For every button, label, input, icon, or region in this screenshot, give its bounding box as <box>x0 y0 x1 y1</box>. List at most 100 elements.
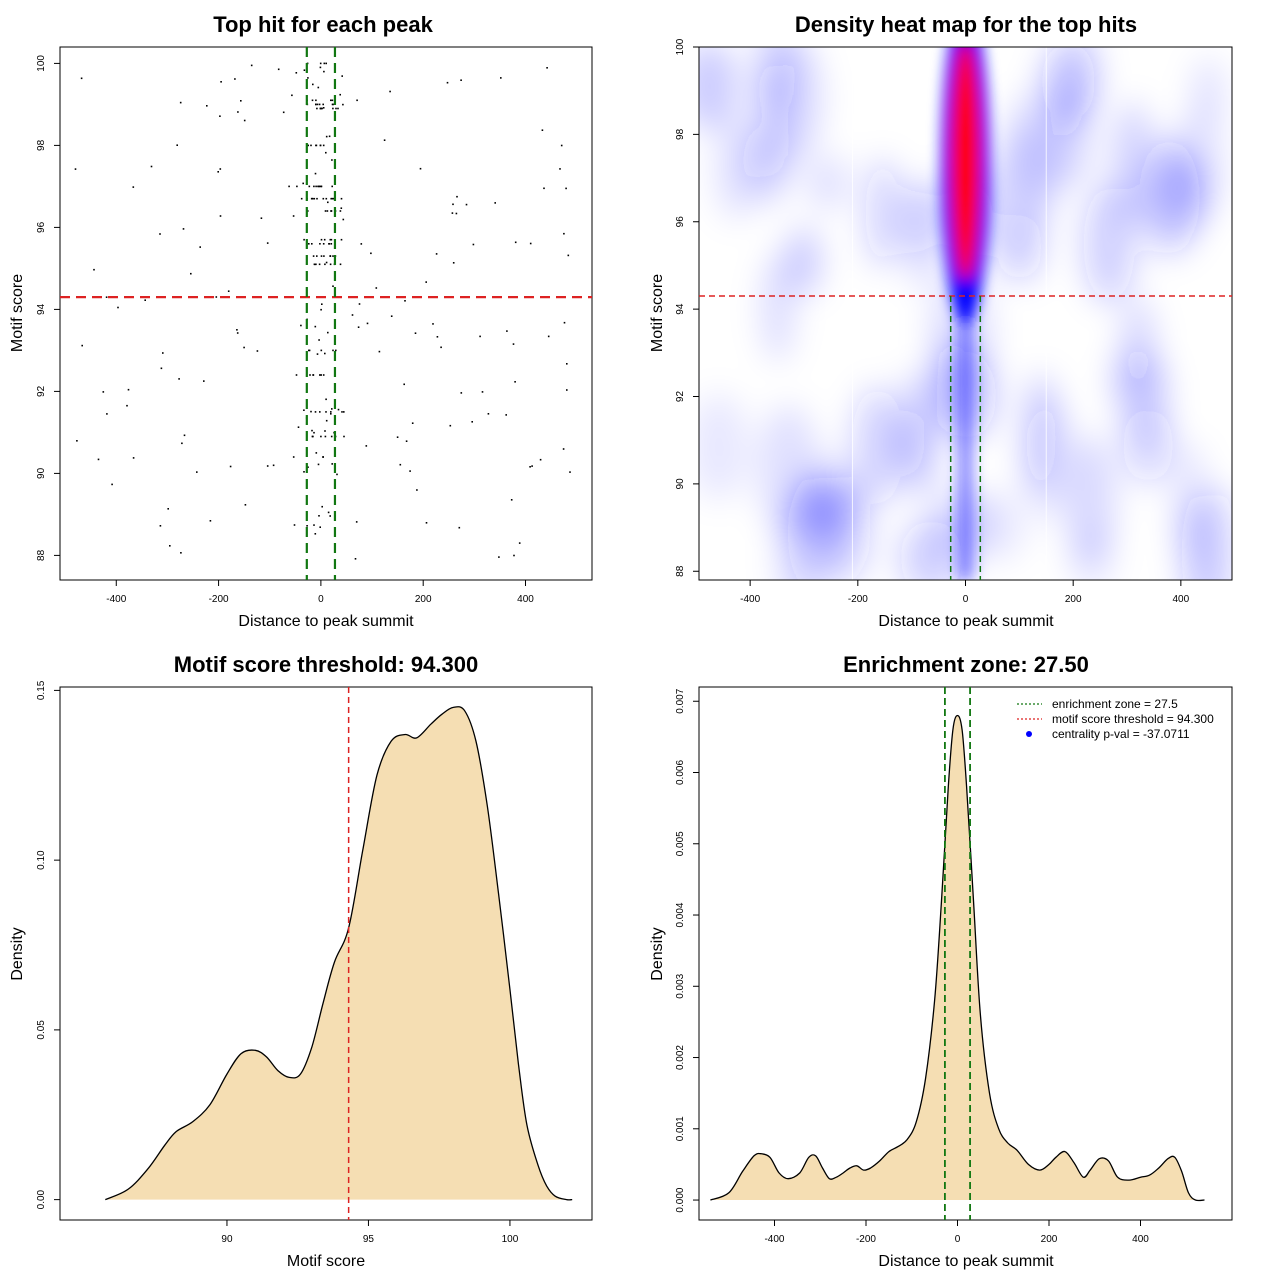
scatter-point <box>332 107 334 110</box>
scatter-point <box>303 238 305 241</box>
density-blob <box>699 47 738 130</box>
density-blob <box>996 212 1043 282</box>
density-blob <box>864 157 901 269</box>
density-blob <box>1121 297 1155 392</box>
scatter-point <box>315 185 317 188</box>
scatter-point <box>303 69 306 71</box>
scatter-point <box>296 185 298 188</box>
scatter-point <box>324 263 326 266</box>
scatter-point <box>331 408 333 410</box>
scatter-point <box>312 435 314 438</box>
scatter-point <box>343 435 345 438</box>
scatter-point <box>330 243 333 245</box>
x-tick-label: 95 <box>363 1234 375 1245</box>
x-tick-label: 200 <box>415 594 432 605</box>
scatter-point <box>318 515 320 517</box>
scatter-point <box>339 210 342 212</box>
scatter-point <box>416 489 418 491</box>
scatter-point <box>81 344 83 347</box>
scatter-point <box>375 287 378 289</box>
plot-frame <box>59 46 593 581</box>
scatter-point <box>316 255 318 257</box>
scatter-point <box>308 243 310 245</box>
scatter-point <box>308 185 311 188</box>
scatter-point <box>389 90 391 93</box>
scatter-point <box>229 465 232 468</box>
heatmap-area <box>699 47 1232 580</box>
scatter-point <box>319 66 322 69</box>
scatter-point <box>330 99 332 102</box>
x-tick-label: 90 <box>221 1234 233 1245</box>
scatter-point <box>317 463 320 466</box>
scatter-point <box>529 466 531 468</box>
scatter-point <box>481 391 484 393</box>
x-tick-label: 100 <box>502 1234 519 1245</box>
scatter-point <box>471 421 473 423</box>
scatter-point <box>319 107 322 110</box>
axis-ticks: 90 95 100 0.00 0.05 0.10 0.15 <box>36 680 519 1245</box>
density-blob <box>1170 107 1228 221</box>
scatter-point <box>315 103 317 106</box>
scatter-point <box>312 83 314 86</box>
y-tick-label: 0.000 <box>675 1187 686 1212</box>
density-blob <box>762 253 794 363</box>
density-blob <box>712 113 760 221</box>
scatter-point <box>323 238 326 241</box>
chart-title: Top hit for each peak <box>213 12 433 37</box>
scatter-point <box>176 144 178 146</box>
scatter-point <box>328 243 330 245</box>
y-tick-label: 0.10 <box>36 850 47 870</box>
scatter-point <box>322 103 324 106</box>
scatter-point <box>219 115 221 117</box>
x-axis-label: Motif score <box>287 1253 365 1270</box>
scatter-point <box>355 521 358 523</box>
scatter-point <box>266 465 269 467</box>
scatter-point <box>432 323 434 325</box>
scatter-point <box>331 463 333 465</box>
scatter-point <box>313 431 315 434</box>
x-axis-label: Distance to peak summit <box>238 613 414 630</box>
scatter-point <box>318 263 321 266</box>
scatter-point <box>314 172 317 175</box>
scatter-point <box>336 473 338 476</box>
scatter-point <box>323 62 326 65</box>
density-blob <box>787 475 842 580</box>
scatter-point <box>405 440 408 442</box>
scatter-point <box>357 326 360 328</box>
scatter-point <box>340 207 343 209</box>
scatter-point <box>325 62 327 65</box>
scatter-point <box>419 167 422 170</box>
x-tick-label: 400 <box>517 594 534 605</box>
x-tick-label: -400 <box>106 594 126 605</box>
scatter-point <box>97 458 100 461</box>
y-tick-label: 0.00 <box>36 1189 47 1209</box>
scatter-point <box>566 363 568 365</box>
scatter-point <box>411 422 414 424</box>
scatter-point <box>390 315 393 317</box>
scatter-point <box>414 332 417 334</box>
scatter-point <box>181 442 183 445</box>
density-blob <box>1181 495 1212 580</box>
chart-title: Enrichment zone: 27.50 <box>843 652 1089 677</box>
scatter-point <box>203 380 205 382</box>
scatter-point <box>479 335 481 338</box>
scatter-point <box>329 255 331 257</box>
scatter-point <box>449 424 452 427</box>
scatter-point <box>403 383 405 386</box>
scatter-point <box>565 187 567 190</box>
x-axis-label: Distance to peak summit <box>878 1253 1054 1270</box>
scatter-point <box>318 103 321 106</box>
scatter-point <box>307 144 309 147</box>
scatter-point <box>74 168 77 170</box>
scatter-point <box>316 197 318 200</box>
scatter-point <box>300 197 303 200</box>
scatter-point <box>244 504 247 506</box>
y-tick-label: 0.004 <box>675 902 686 927</box>
scatter-point <box>292 456 295 458</box>
scatter-point <box>327 331 329 334</box>
legend-entry-threshold: motif score threshold = 94.300 <box>1052 712 1214 726</box>
scatter-point <box>327 201 329 204</box>
scatter-point <box>310 144 312 147</box>
scatter-point <box>539 458 542 461</box>
